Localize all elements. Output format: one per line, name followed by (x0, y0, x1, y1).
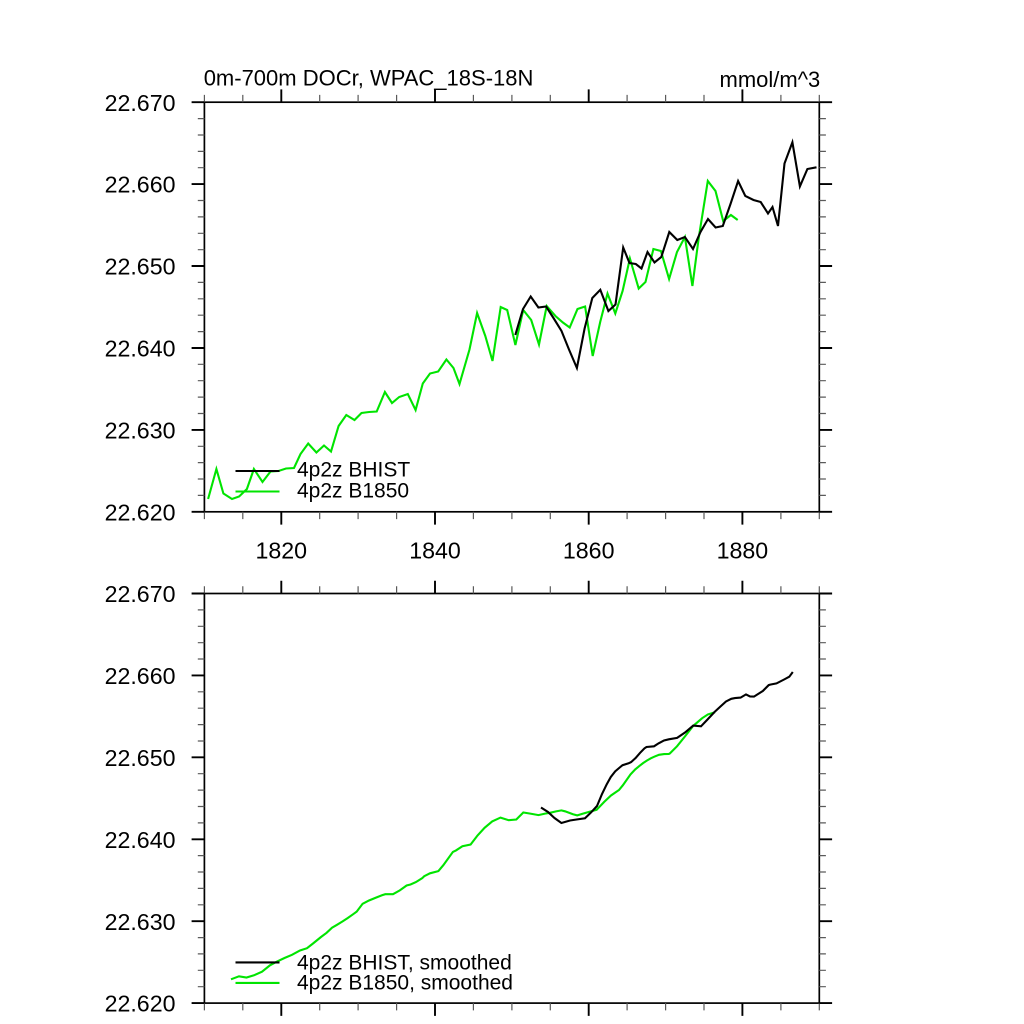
svg-text:0m-700m DOCr, WPAC_18S-18N: 0m-700m DOCr, WPAC_18S-18N (204, 66, 534, 91)
svg-text:1820: 1820 (256, 538, 308, 564)
svg-text:22.660: 22.660 (105, 663, 176, 689)
svg-text:4p2z B1850, smoothed: 4p2z B1850, smoothed (297, 971, 513, 994)
svg-text:22.640: 22.640 (105, 336, 176, 362)
svg-text:22.650: 22.650 (105, 254, 176, 280)
svg-text:22.670: 22.670 (105, 90, 176, 116)
svg-text:1840: 1840 (409, 538, 461, 564)
svg-text:22.640: 22.640 (105, 827, 176, 853)
svg-text:mmol/m^3: mmol/m^3 (720, 67, 821, 92)
svg-text:1860: 1860 (563, 538, 615, 564)
svg-text:22.660: 22.660 (105, 172, 176, 198)
svg-text:22.630: 22.630 (105, 909, 176, 935)
svg-text:22.630: 22.630 (105, 418, 176, 444)
svg-text:22.620: 22.620 (105, 499, 176, 525)
svg-text:4p2z BHIST, smoothed: 4p2z BHIST, smoothed (297, 951, 512, 974)
svg-text:1880: 1880 (717, 538, 769, 564)
svg-text:22.670: 22.670 (105, 581, 176, 607)
svg-text:4p2z BHIST: 4p2z BHIST (297, 459, 410, 482)
svg-text:22.650: 22.650 (105, 745, 176, 771)
svg-text:4p2z B1850: 4p2z B1850 (297, 480, 409, 503)
svg-text:22.620: 22.620 (105, 991, 176, 1017)
